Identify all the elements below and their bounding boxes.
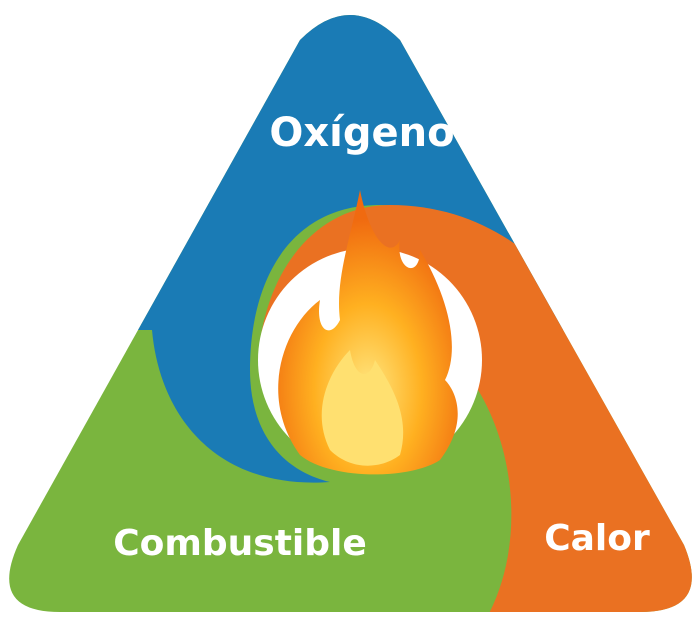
node-label: Calor: [544, 518, 650, 559]
node-label: Combustible: [113, 523, 367, 564]
node-label: Oxígeno: [269, 110, 454, 156]
fire-triangle: Oxígeno Combustible Calor: [0, 0, 698, 629]
